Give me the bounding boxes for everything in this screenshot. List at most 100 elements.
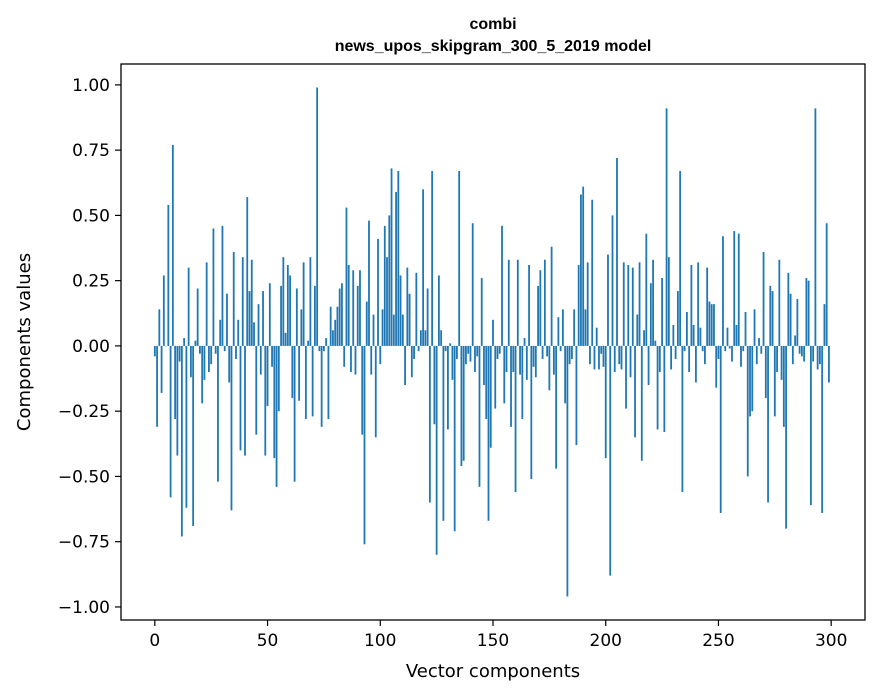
bar xyxy=(352,270,355,346)
y-tick-label: 0.25 xyxy=(72,272,110,292)
bar xyxy=(505,345,508,373)
bar xyxy=(442,345,445,521)
bar xyxy=(277,345,280,412)
bar xyxy=(167,204,170,346)
bar xyxy=(543,259,546,346)
bar xyxy=(672,325,675,346)
bar xyxy=(298,345,301,401)
bar xyxy=(550,246,553,346)
bar xyxy=(559,345,562,352)
bar xyxy=(713,304,715,346)
bar xyxy=(620,345,623,370)
bar xyxy=(302,262,305,346)
bar xyxy=(250,259,253,346)
bar xyxy=(776,345,778,373)
bar xyxy=(201,345,204,404)
bar xyxy=(171,144,174,346)
bar xyxy=(316,87,319,346)
bar xyxy=(347,265,350,346)
x-tick-label: 200 xyxy=(590,631,622,651)
bar xyxy=(575,345,578,446)
bar xyxy=(413,345,415,359)
bar xyxy=(566,345,569,597)
bar xyxy=(449,343,452,346)
x-tick-label: 300 xyxy=(815,631,847,651)
bar xyxy=(503,345,506,404)
bar xyxy=(471,223,474,346)
bar xyxy=(169,345,172,498)
bar xyxy=(327,345,330,420)
y-tick-label: −1.00 xyxy=(58,598,110,618)
bar xyxy=(257,304,260,346)
bar xyxy=(199,345,201,354)
bar xyxy=(192,345,195,527)
bar xyxy=(343,345,346,367)
bar xyxy=(573,309,576,346)
bar xyxy=(665,108,668,346)
bar xyxy=(589,345,591,365)
bar xyxy=(492,319,494,346)
bar xyxy=(819,345,821,365)
bar xyxy=(262,291,264,346)
bar xyxy=(332,330,334,346)
bar xyxy=(523,338,526,346)
bar xyxy=(275,345,278,487)
y-tick-label: 0.50 xyxy=(72,206,110,226)
bar xyxy=(476,345,479,357)
bar xyxy=(309,257,312,346)
bar xyxy=(514,345,517,493)
bar xyxy=(613,345,616,373)
bar xyxy=(654,340,657,346)
bar xyxy=(663,345,666,433)
bar xyxy=(767,345,769,503)
bar xyxy=(203,345,206,380)
bar xyxy=(390,168,393,346)
bar xyxy=(557,317,560,346)
bar xyxy=(228,345,231,383)
bar xyxy=(397,171,400,346)
bar xyxy=(798,345,801,354)
bar xyxy=(704,345,706,365)
bar xyxy=(365,301,368,346)
bar xyxy=(334,319,337,346)
bar xyxy=(764,345,767,399)
bar xyxy=(812,345,815,362)
bar xyxy=(235,345,237,359)
bar xyxy=(715,345,718,388)
bar xyxy=(600,345,603,354)
bar xyxy=(742,345,745,352)
bar xyxy=(510,345,512,427)
bar xyxy=(803,345,806,362)
x-tick-label: 0 xyxy=(149,631,160,651)
bar xyxy=(755,345,758,365)
bar xyxy=(426,288,429,346)
bar xyxy=(744,311,747,346)
bar xyxy=(564,345,567,404)
bar xyxy=(264,345,267,456)
bar xyxy=(611,215,614,346)
bar xyxy=(778,259,781,346)
x-axis-ticks: 0 50 100 150 200 250 300 xyxy=(149,620,847,651)
bar xyxy=(307,340,310,346)
bar xyxy=(458,171,461,346)
bar xyxy=(289,275,291,346)
bar xyxy=(244,345,246,456)
bar xyxy=(699,327,702,346)
bar xyxy=(674,345,677,359)
bar xyxy=(683,345,686,352)
bar xyxy=(731,345,733,362)
bar xyxy=(221,225,224,346)
bar xyxy=(534,345,537,378)
bar xyxy=(791,345,794,365)
x-tick-label: 50 xyxy=(257,631,279,651)
bar xyxy=(406,267,409,346)
bar xyxy=(214,345,217,354)
bar xyxy=(338,288,341,346)
bar xyxy=(692,325,695,346)
bar xyxy=(577,265,580,346)
bar xyxy=(525,345,528,380)
bar xyxy=(313,285,316,346)
bar xyxy=(478,345,481,487)
bar xyxy=(444,345,447,352)
